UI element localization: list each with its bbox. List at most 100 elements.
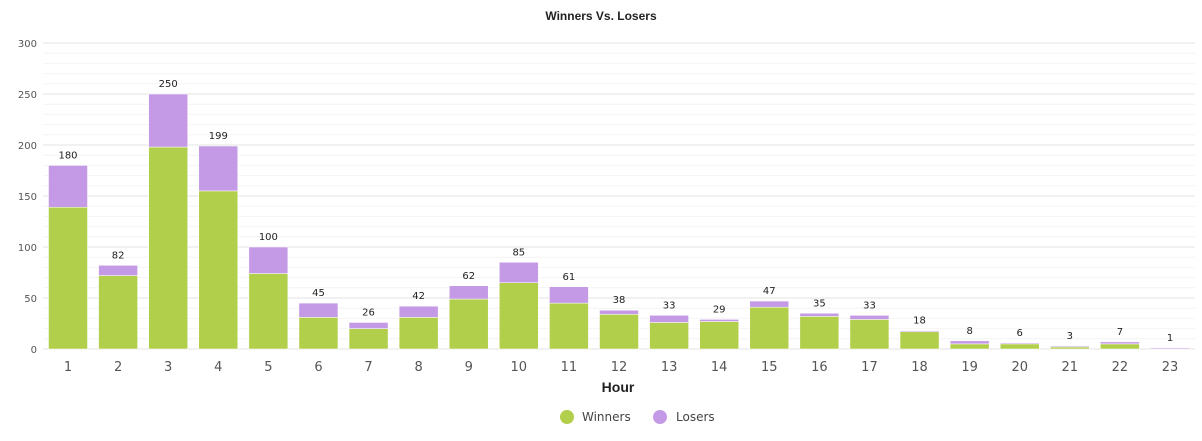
data-label-20: 6 bbox=[1017, 328, 1023, 339]
bars bbox=[48, 93, 1190, 350]
data-label-10: 85 bbox=[512, 247, 525, 258]
bar-winners-18[interactable] bbox=[899, 331, 940, 350]
bar-winners-17[interactable] bbox=[849, 319, 890, 350]
bar-winners-10[interactable] bbox=[499, 282, 539, 350]
data-label-19: 8 bbox=[966, 326, 972, 337]
y-tick-label: 250 bbox=[18, 90, 37, 101]
x-axis-title: Hour bbox=[602, 379, 635, 395]
data-label-7: 26 bbox=[362, 307, 375, 318]
x-tick-label: 23 bbox=[1162, 360, 1179, 375]
bar-losers-6[interactable] bbox=[298, 302, 339, 318]
bar-winners-3[interactable] bbox=[148, 146, 188, 350]
bar-losers-20[interactable] bbox=[999, 342, 1040, 345]
bar-winners-4[interactable] bbox=[198, 190, 239, 350]
bar-losers-7[interactable] bbox=[348, 322, 389, 329]
x-tick-label: 7 bbox=[364, 360, 372, 375]
bar-losers-8[interactable] bbox=[398, 305, 439, 318]
bar-losers-11[interactable] bbox=[549, 286, 589, 304]
x-tick-label: 19 bbox=[961, 360, 978, 375]
bar-losers-16[interactable] bbox=[799, 313, 840, 317]
bar-losers-12[interactable] bbox=[599, 309, 639, 315]
x-tick-label: 2 bbox=[114, 360, 122, 375]
legend-swatch-icon bbox=[653, 410, 667, 424]
bar-winners-2[interactable] bbox=[98, 275, 138, 350]
data-label-18: 18 bbox=[913, 316, 926, 327]
bar-winners-15[interactable] bbox=[749, 306, 790, 350]
x-tick-label: 12 bbox=[611, 360, 628, 375]
x-tick-label: 21 bbox=[1062, 360, 1079, 375]
x-tick-label: 3 bbox=[164, 360, 172, 375]
bar-losers-3[interactable] bbox=[148, 93, 188, 148]
data-label-3: 250 bbox=[159, 79, 178, 90]
data-label-9: 62 bbox=[462, 271, 475, 282]
x-tick-label: 22 bbox=[1112, 360, 1129, 375]
data-label-15: 47 bbox=[763, 286, 776, 297]
x-tick-label: 6 bbox=[314, 360, 322, 375]
bar-losers-23[interactable] bbox=[1150, 347, 1190, 350]
legend-label: Winners bbox=[582, 410, 631, 424]
bar-losers-17[interactable] bbox=[849, 315, 890, 320]
bar-losers-18[interactable] bbox=[899, 330, 940, 332]
data-label-6: 45 bbox=[312, 288, 325, 299]
bar-winners-14[interactable] bbox=[699, 321, 739, 350]
x-tick-label: 18 bbox=[911, 360, 928, 375]
x-tick-label: 15 bbox=[761, 360, 778, 375]
bar-losers-9[interactable] bbox=[448, 285, 489, 300]
y-tick-label: 100 bbox=[18, 243, 37, 254]
data-label-12: 38 bbox=[613, 295, 626, 306]
legend-item-losers[interactable]: Losers bbox=[653, 410, 715, 424]
y-tick-label: 200 bbox=[18, 141, 37, 152]
x-tick-label: 16 bbox=[811, 360, 828, 375]
y-tick-label: 0 bbox=[31, 345, 37, 356]
x-tick-label: 4 bbox=[214, 360, 222, 375]
bar-winners-13[interactable] bbox=[649, 322, 689, 350]
legend[interactable]: Winners Losers bbox=[560, 410, 715, 424]
bar-winners-8[interactable] bbox=[398, 317, 439, 350]
x-tick-label: 10 bbox=[511, 360, 528, 375]
bar-winners-12[interactable] bbox=[599, 314, 639, 350]
bar-winners-9[interactable] bbox=[448, 298, 489, 350]
bar-losers-4[interactable] bbox=[198, 145, 239, 192]
x-tick-label: 13 bbox=[661, 360, 678, 375]
data-label-14: 29 bbox=[713, 304, 726, 315]
bar-losers-1[interactable] bbox=[48, 165, 88, 208]
bar-losers-13[interactable] bbox=[649, 315, 689, 323]
y-tick-label: 150 bbox=[18, 192, 37, 203]
bar-losers-14[interactable] bbox=[699, 319, 739, 322]
bar-winners-21[interactable] bbox=[1050, 346, 1090, 350]
data-label-22: 7 bbox=[1117, 327, 1123, 338]
legend-label: Losers bbox=[676, 410, 715, 424]
bar-winners-19[interactable] bbox=[949, 343, 990, 350]
bar-losers-21[interactable] bbox=[1050, 345, 1090, 348]
data-label-1: 180 bbox=[58, 150, 77, 161]
bar-losers-5[interactable] bbox=[248, 246, 289, 274]
bar-winners-11[interactable] bbox=[549, 302, 589, 350]
x-tick-label: 8 bbox=[414, 360, 422, 375]
y-axis: 0 50 100 150 200 250 300 bbox=[18, 39, 37, 356]
x-tick-label: 17 bbox=[861, 360, 878, 375]
x-tick-label: 11 bbox=[561, 360, 578, 375]
bar-losers-22[interactable] bbox=[1100, 341, 1140, 345]
bar-winners-6[interactable] bbox=[298, 317, 339, 350]
bar-losers-10[interactable] bbox=[499, 262, 539, 283]
bar-winners-20[interactable] bbox=[999, 343, 1040, 350]
bar-losers-2[interactable] bbox=[98, 265, 138, 276]
bar-winners-1[interactable] bbox=[48, 206, 88, 350]
legend-item-winners[interactable]: Winners bbox=[560, 410, 631, 424]
bar-winners-7[interactable] bbox=[348, 328, 389, 350]
bar-losers-19[interactable] bbox=[949, 340, 990, 345]
bar-winners-22[interactable] bbox=[1100, 343, 1140, 350]
bar-winners-16[interactable] bbox=[799, 316, 840, 350]
bar-losers-15[interactable] bbox=[749, 300, 790, 308]
x-tick-label: 9 bbox=[465, 360, 473, 375]
data-label-23: 1 bbox=[1167, 333, 1173, 344]
x-tick-label: 5 bbox=[264, 360, 272, 375]
data-label-8: 42 bbox=[412, 291, 425, 302]
legend-swatch-icon bbox=[560, 410, 574, 424]
data-label-5: 100 bbox=[259, 232, 278, 243]
bar-winners-5[interactable] bbox=[248, 273, 289, 350]
x-tick-label: 1 bbox=[64, 360, 72, 375]
chart-title: Winners Vs. Losers bbox=[545, 9, 657, 23]
